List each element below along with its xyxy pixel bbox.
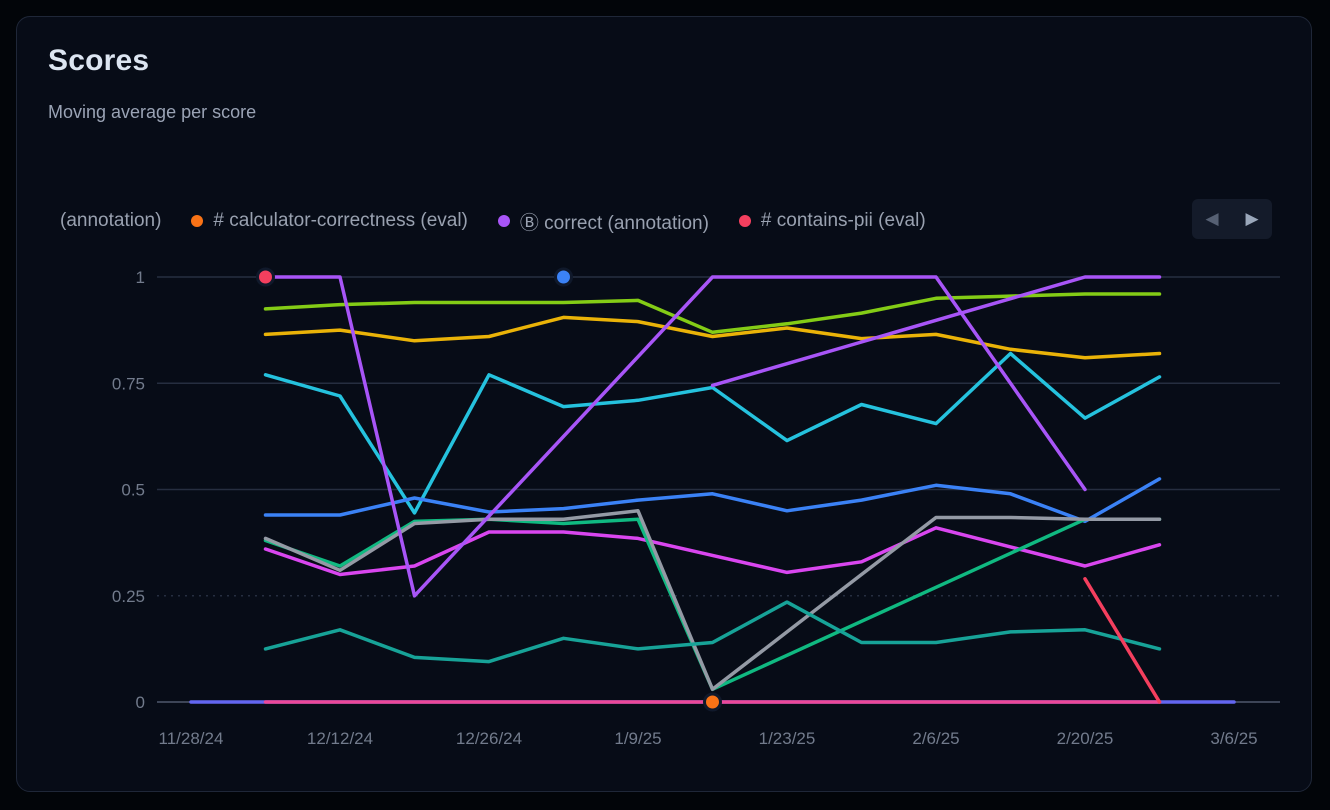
x-tick-label: 12/26/24 [456,729,522,748]
legend-item-2[interactable]: Ⓑ correct (annotation) [497,208,709,235]
x-tick-label: 2/20/25 [1057,729,1114,748]
series-line-blue [263,477,1162,524]
x-tick-label: 11/28/24 [159,729,224,748]
chevron-left-icon: ◀ [1205,209,1219,228]
legend-item-1[interactable]: # calculator-correctness (eval) [191,210,468,232]
y-tick-label: 1 [136,268,145,287]
page-title: Scores [48,44,150,77]
legend-prev-button[interactable]: ◀ [1195,202,1229,236]
legend-item-label: Ⓑ correct (annotation) [519,212,709,234]
y-tick-label: 0.75 [112,374,145,393]
x-tick-label: 3/6/25 [1210,729,1257,748]
legend-item-label: # calculator-correctness (eval) [213,210,468,231]
legend-dot-icon [497,215,510,227]
legend-item-label: # contains-pii (eval) [760,210,926,231]
series-line-emerald [263,517,1162,692]
series-line-amber [263,315,1162,360]
chevron-right-icon: ▶ [1245,209,1259,228]
legend-item-label: (annotation) [60,210,162,231]
legend-dot-icon [738,215,751,227]
blue-point-marker[interactable] [554,267,573,287]
legend-item-0[interactable]: (annotation) [60,210,161,232]
series-line-violet-b [710,275,1162,388]
series-line-teal [263,600,1162,664]
y-tick-label: 0.5 [121,481,145,500]
series-line-gray [263,509,1162,692]
page-subtitle: Moving average per score [48,102,257,122]
x-tick-label: 1/9/25 [614,729,661,748]
y-tick-label: 0 [136,693,145,712]
series-line-lime [263,292,1162,335]
series-line-cyan [263,351,1162,515]
x-tick-label: 1/23/25 [759,729,816,748]
x-tick-label: 12/12/24 [307,729,373,748]
scores-card [16,16,1312,792]
series-line-violet-a [263,275,1087,598]
x-tick-label: 2/6/25 [912,729,959,748]
legend-dot-icon [191,215,204,227]
y-tick-label: 0.25 [112,587,145,606]
chart-legend: (annotation) # calculator-correctness (ev… [60,202,926,240]
legend-next-button[interactable]: ▶ [1235,202,1269,236]
series-line-red [1083,577,1162,704]
legend-item-3[interactable]: # contains-pii (eval) [738,210,926,232]
red-point-marker[interactable] [256,267,275,287]
series-line-fuchsia [263,526,1162,577]
legend-pagination: ◀ ▶ [1192,199,1272,239]
orange-point-marker[interactable] [703,692,722,712]
